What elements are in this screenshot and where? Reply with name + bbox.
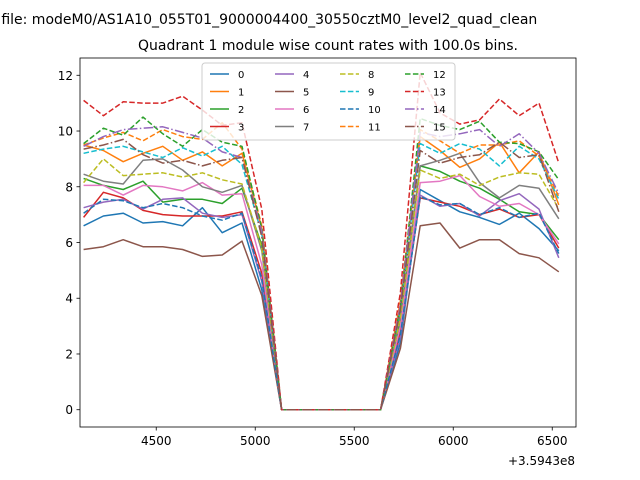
series-line-15 <box>83 138 560 411</box>
x-axis: 4500 5000 5500 6000 6500 <box>141 427 568 448</box>
series-layer <box>83 71 560 411</box>
y-tick-label: 10 <box>58 125 73 139</box>
legend-label-4: 4 <box>303 70 309 81</box>
legend-label-13: 13 <box>433 88 446 99</box>
x-tick-label: 4500 <box>141 434 172 448</box>
y-tick-label: 8 <box>65 180 73 194</box>
y-tick-label: 6 <box>65 236 73 250</box>
legend-label-0: 0 <box>238 70 244 81</box>
legend-label-14: 14 <box>433 105 446 116</box>
legend-label-3: 3 <box>238 123 244 134</box>
legend-label-7: 7 <box>303 123 309 134</box>
legend-label-6: 6 <box>303 105 309 116</box>
x-tick-label: 6000 <box>438 434 469 448</box>
x-tick-label: 5500 <box>339 434 370 448</box>
x-axis-offset-label: +3.5943e8 <box>508 454 575 468</box>
y-tick-label: 2 <box>65 347 73 361</box>
legend-frame <box>201 62 456 141</box>
legend-label-9: 9 <box>368 88 374 99</box>
legend-label-11: 11 <box>368 123 381 134</box>
legend-label-10: 10 <box>368 105 381 116</box>
legend-label-8: 8 <box>368 70 374 81</box>
x-tick-label: 5000 <box>240 434 271 448</box>
y-tick-label: 0 <box>65 403 73 417</box>
legend-label-1: 1 <box>238 88 244 99</box>
legend-label-12: 12 <box>433 70 446 81</box>
chart-title: Quadrant 1 module wise count rates with … <box>138 38 518 54</box>
figure-suptitle: n file: modeM0/AS1A10_055T01_9000004400_… <box>0 12 537 28</box>
y-tick-label: 12 <box>58 69 73 83</box>
y-axis: 0 2 4 6 8 10 12 <box>58 69 80 417</box>
legend-label-15: 15 <box>433 123 446 134</box>
y-tick-label: 4 <box>65 292 73 306</box>
x-tick-label: 6500 <box>537 434 568 448</box>
legend-label-5: 5 <box>303 88 309 99</box>
legend-label-2: 2 <box>238 105 244 116</box>
